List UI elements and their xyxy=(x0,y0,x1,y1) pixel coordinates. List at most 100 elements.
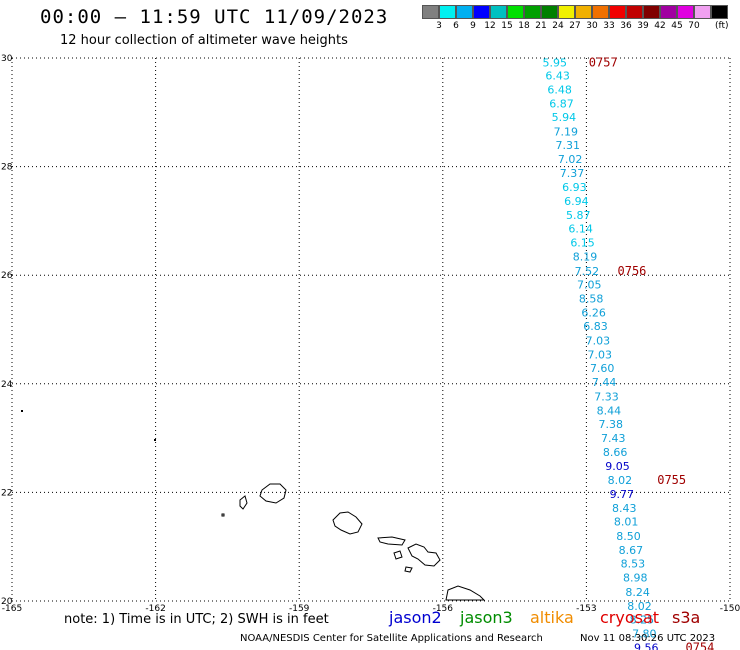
wave-height-value: 6.93 xyxy=(562,181,587,194)
time-tag: 0756 xyxy=(618,264,647,278)
footnote: note: 1) Time is in UTC; 2) SWH is in fe… xyxy=(64,612,329,627)
wave-height-value: 7.52 xyxy=(575,265,600,278)
wave-height-value: 7.37 xyxy=(560,167,585,180)
wave-height-value: 8.98 xyxy=(623,572,648,585)
scale-swatch xyxy=(456,5,473,19)
islet-french-frigate xyxy=(154,439,156,441)
color-scale xyxy=(422,5,728,19)
wave-height-value: 8.50 xyxy=(616,530,641,543)
legend-s3a: s3a xyxy=(672,608,701,627)
wave-height-value: 6.43 xyxy=(545,69,570,82)
wave-height-value: 7.60 xyxy=(590,362,615,375)
scale-label: 30 xyxy=(586,21,598,31)
scale-swatch xyxy=(507,5,524,19)
scale-label: 6 xyxy=(453,21,459,31)
wave-height-value: 9.05 xyxy=(605,460,630,473)
scale-swatch xyxy=(558,5,575,19)
scale-label: 45 xyxy=(671,21,683,31)
wave-height-value: 8.44 xyxy=(597,404,622,417)
color-scale-labels: 3 6 9 12 15 18 21 24 27 30 33 36 39 42 45 70 xyxy=(422,21,732,33)
scale-unit: (ft) xyxy=(715,21,729,31)
island-molokai xyxy=(377,536,406,546)
lon-tick-label: -150 xyxy=(720,604,740,614)
wave-height-value: 7.05 xyxy=(577,278,602,291)
scale-swatch xyxy=(609,5,626,19)
wave-height-value: 7.03 xyxy=(586,334,611,347)
wave-height-value: 8.67 xyxy=(619,544,644,557)
scale-label: 12 xyxy=(484,21,496,31)
altimeter-track: 5.956.436.48 6.875.947.197.317.027.376.93… xyxy=(543,56,659,650)
generated-timestamp: Nov 11 08:30:26 UTC 2023 xyxy=(580,633,716,644)
wave-height-value: 7.80 xyxy=(632,628,657,641)
wave-height-value: 6.48 xyxy=(547,83,572,96)
lon-tick-label: -159 xyxy=(289,604,310,614)
scale-swatch xyxy=(422,5,439,19)
scale-swatch xyxy=(490,5,507,19)
scale-label: 18 xyxy=(518,21,530,31)
scale-label: 15 xyxy=(501,21,513,31)
scale-swatch xyxy=(711,5,728,19)
island-hawaii xyxy=(445,585,486,601)
island-kahoolawe xyxy=(404,566,413,573)
time-tag: 0757 xyxy=(589,55,618,69)
wave-height-value: 8.24 xyxy=(625,586,650,599)
wave-height-value: 8.66 xyxy=(603,446,628,459)
lon-tick-label: -153 xyxy=(576,604,596,614)
legend-jason3: jason3 xyxy=(460,608,513,627)
legend-jason2: jason2 xyxy=(389,608,442,627)
wave-height-value: 6.26 xyxy=(581,307,606,320)
scale-label: 39 xyxy=(637,21,649,31)
wave-height-value: 8.53 xyxy=(621,558,646,571)
map-grid xyxy=(11,57,731,602)
scale-swatch xyxy=(541,5,558,19)
lat-tick-label: 30 xyxy=(1,54,13,64)
scale-swatch xyxy=(524,5,541,19)
scale-swatch xyxy=(473,5,490,19)
wave-height-value: 9.56 xyxy=(634,642,659,650)
wave-height-value: 8.02 xyxy=(627,600,652,613)
scale-swatch xyxy=(694,5,711,19)
scale-label: 36 xyxy=(620,21,632,31)
chart-title: 00:00 – 11:59 UTC 11/09/2023 xyxy=(40,6,389,28)
scale-label: 3 xyxy=(436,21,442,31)
island-oahu xyxy=(332,511,363,535)
scale-swatch xyxy=(660,5,677,19)
wave-height-value: 7.33 xyxy=(594,390,619,403)
wave-height-value: 5.87 xyxy=(566,209,591,222)
scale-label: 21 xyxy=(535,21,547,31)
wave-height-value: 8.02 xyxy=(608,474,633,487)
chart-subtitle: 12 hour collection of altimeter wave hei… xyxy=(60,33,348,48)
island-maui xyxy=(407,543,441,567)
time-tag: 0755 xyxy=(657,473,686,487)
lat-tick-label: 20 xyxy=(1,597,13,607)
wave-height-value: 8.43 xyxy=(612,502,637,515)
lat-tick-label: 26 xyxy=(1,271,13,281)
legend-altika: altika xyxy=(530,608,574,627)
wave-height-value: 7.38 xyxy=(599,418,624,431)
scale-label: 24 xyxy=(552,21,564,31)
wave-height-value: 6.94 xyxy=(564,195,589,208)
lon-tick-label: -162 xyxy=(145,604,165,614)
credit-line: NOAA/NESDIS Center for Satellite Applica… xyxy=(240,633,543,644)
wave-height-value: 8.58 xyxy=(579,293,604,306)
wave-height-value: 9.77 xyxy=(610,488,635,501)
legend-cryosat: cryosat xyxy=(600,608,660,627)
islet-necker xyxy=(21,410,23,412)
scale-label: 27 xyxy=(569,21,581,31)
wave-height-value: 6.15 xyxy=(570,237,595,250)
lat-tick-label: 28 xyxy=(1,163,13,173)
island-niihau xyxy=(239,495,248,510)
scale-swatch xyxy=(677,5,694,19)
scale-swatch xyxy=(439,5,456,19)
hawaiian-islands xyxy=(221,483,486,601)
scale-label: 33 xyxy=(603,21,615,31)
islet-nihoa xyxy=(221,513,225,517)
wave-height-value: 7.03 xyxy=(588,348,613,361)
wave-height-value: 5.95 xyxy=(543,56,568,69)
wave-height-value: 5.94 xyxy=(552,111,577,124)
wave-height-value: 7.31 xyxy=(555,139,580,152)
wave-height-value: 6.83 xyxy=(583,320,608,333)
scale-swatch xyxy=(592,5,609,19)
small-islets xyxy=(21,410,156,441)
